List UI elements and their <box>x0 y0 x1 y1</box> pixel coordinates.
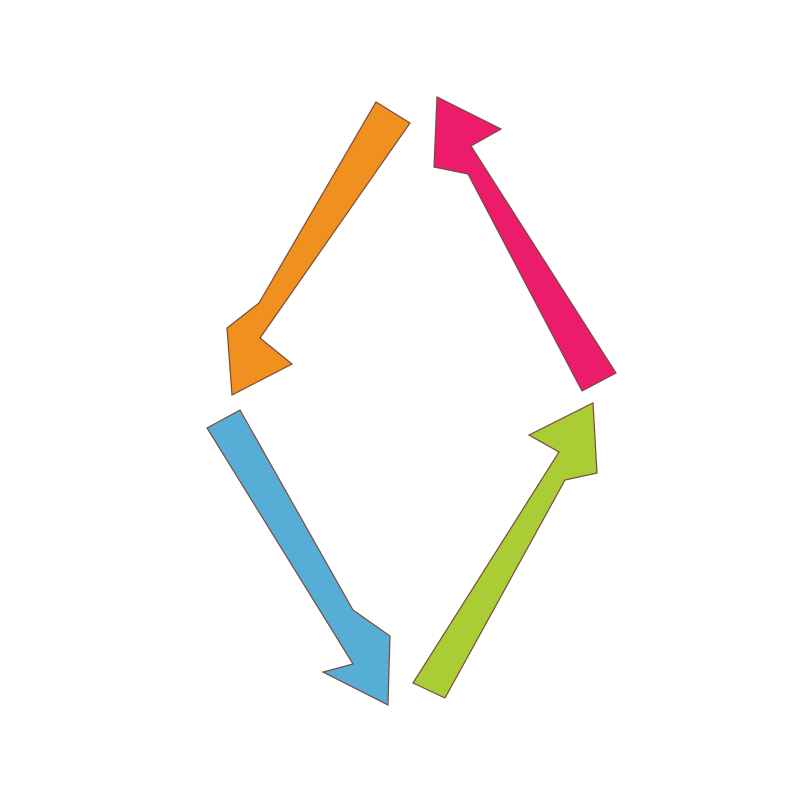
arrow-blue-icon <box>206 409 391 706</box>
arrow-orange-icon <box>226 101 411 396</box>
arrow-green-icon <box>412 402 598 699</box>
arrow-pink-icon <box>433 96 617 392</box>
